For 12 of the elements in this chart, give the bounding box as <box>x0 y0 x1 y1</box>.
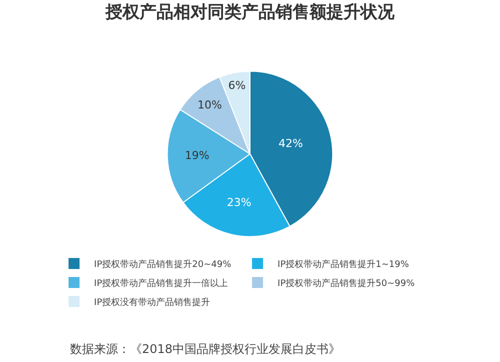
legend-label: IP授权带动产品销售提升一倍以上 <box>94 278 228 290</box>
data-label: 23% <box>226 196 252 209</box>
data-label: 6% <box>228 78 246 92</box>
legend-label: IP授权没有带动产品销售提升 <box>94 297 210 308</box>
chart-title: 授权产品相对同类产品销售额提升状况 <box>104 2 396 22</box>
legend-label: IP授权带动产品销售提升1~19% <box>278 259 410 270</box>
source-note: 数据来源：《2018中国品牌授权行业发展白皮书》 <box>70 342 341 356</box>
data-label: 19% <box>184 149 210 162</box>
data-label: 10% <box>198 98 222 112</box>
legend-label: IP授权带动产品销售提升50~99% <box>278 278 416 290</box>
data-label: 42% <box>278 136 303 150</box>
legend-label: IP授权带动产品销售提升20~49% <box>94 259 232 270</box>
